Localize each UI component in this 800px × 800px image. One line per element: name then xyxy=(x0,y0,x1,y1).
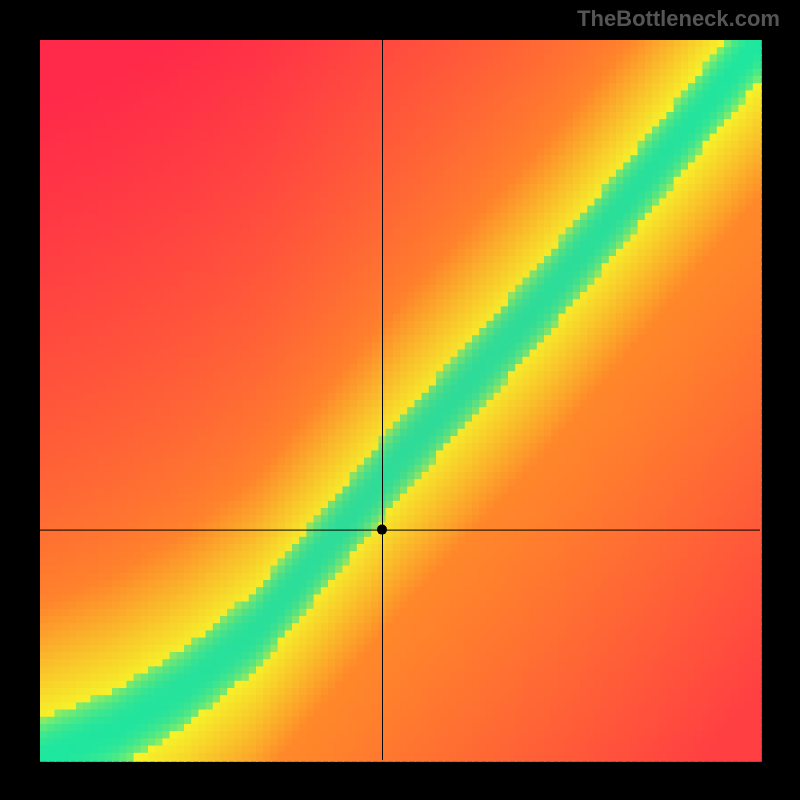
bottleneck-heatmap xyxy=(0,0,800,800)
watermark-label: TheBottleneck.com xyxy=(577,6,780,32)
chart-container: TheBottleneck.com xyxy=(0,0,800,800)
